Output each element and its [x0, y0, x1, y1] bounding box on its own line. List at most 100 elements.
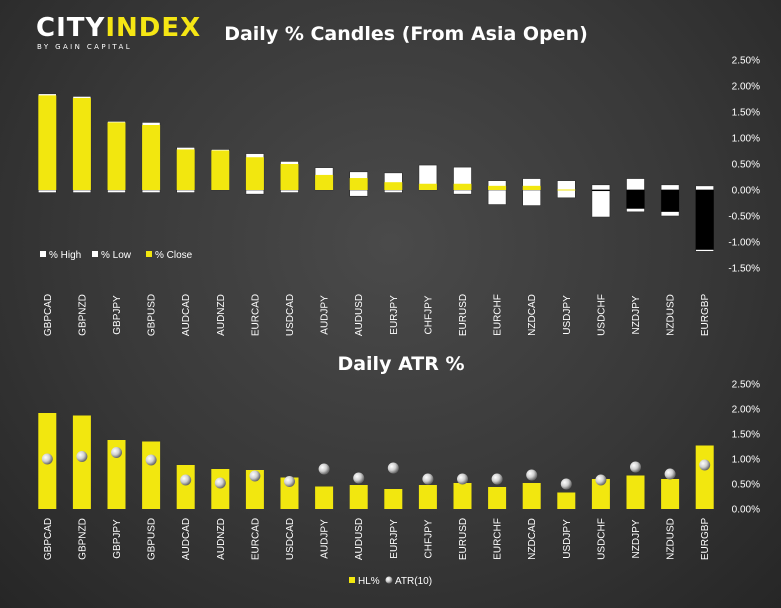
- hl-bar-eurusd: [453, 483, 472, 509]
- high-bar-usdchf: [591, 184, 611, 191]
- atr-x-label-audusd: AUDUSD: [354, 518, 365, 560]
- atr-marker-eurchf: [491, 473, 503, 485]
- hl-bar-gbpnzd: [72, 415, 91, 509]
- atr-marker-gbpusd: [145, 454, 157, 466]
- atr-group-gbpjpy: [107, 440, 126, 509]
- candle-gbpjpy: [107, 121, 126, 193]
- close-bar-gbpnzd: [72, 97, 91, 190]
- close-bar-gbpcad: [38, 95, 57, 190]
- legend-label-low: % Low: [101, 250, 132, 261]
- candle-usdcad: [280, 161, 299, 193]
- atr-marker-audjpy: [318, 463, 330, 475]
- candles-x-label-eurgbp: EURGBP: [700, 294, 711, 337]
- atr-group-eurjpy: [384, 462, 403, 509]
- legend-label-atr: ATR(10): [395, 576, 432, 587]
- atr-x-label-nzdusd: NZDUSD: [666, 518, 677, 560]
- atr-group-gbpnzd: [72, 415, 91, 509]
- atr-legend-item-atr: ATR(10): [385, 576, 432, 587]
- high-bar-nzdusd: [660, 184, 680, 191]
- atr-marker-audnzd: [214, 477, 226, 489]
- legend-label-close: % Close: [155, 250, 193, 261]
- atr-x-label-eurgbp: EURGBP: [700, 518, 711, 561]
- city-index-logo: CITYINDEX BY GAIN CAPITAL: [36, 14, 200, 54]
- hl-bar-eurchf: [488, 487, 507, 509]
- atr-group-eurgbp: [695, 445, 714, 509]
- atr-marker-nzdusd: [664, 468, 676, 480]
- daily-atr-chart: Daily ATR % 2.50% 2.00% 1.50% 1.00% 0.50% 0.0…: [38, 353, 760, 587]
- legend-swatch-close: [146, 251, 152, 257]
- candle-nzdusd: [660, 184, 680, 217]
- candle-nzdjpy: [626, 178, 645, 213]
- candle-gbpcad: [37, 93, 57, 193]
- hl-bar-nzdusd: [661, 479, 680, 509]
- candles-legend: % High % Low % Close: [40, 250, 193, 261]
- candles-y-axis: 2.50% 2.00% 1.50% 1.00% 0.50% 0.00% -0.50% -1.0…: [728, 56, 760, 275]
- atr-x-label-gbpcad: GBPCAD: [43, 518, 54, 560]
- atr-marker-chfjpy: [422, 473, 434, 485]
- close-bar-eurgbp: [695, 190, 714, 250]
- atr-marker-eurcad: [249, 470, 261, 482]
- close-bar-eurcad: [245, 157, 264, 190]
- hl-bar-audjpy: [315, 486, 334, 509]
- candle-audjpy: [314, 167, 334, 191]
- candles-y-tick: -1.00%: [728, 238, 760, 249]
- atr-x-label-eurchf: EURCHF: [493, 518, 504, 560]
- atr-y-tick: 2.00%: [732, 405, 760, 416]
- legend-marker-atr: [385, 576, 393, 584]
- candle-audusd: [349, 171, 369, 197]
- low-bar-eurusd: [453, 189, 472, 195]
- hl-bar-eurcad: [245, 470, 264, 509]
- atr-chart-title: Daily ATR %: [337, 353, 464, 375]
- atr-group-nzdjpy: [626, 461, 645, 509]
- candles-legend-item-close: % Close: [146, 250, 193, 261]
- candles-x-label-nzdusd: NZDUSD: [666, 294, 677, 336]
- candle-eurjpy: [383, 172, 403, 193]
- atr-group-usdchf: [591, 474, 610, 509]
- candles-x-label-chfjpy: CHFJPY: [423, 295, 434, 334]
- atr-marker-gbpcad: [41, 453, 53, 465]
- low-bar-usdjpy: [556, 189, 576, 199]
- close-bar-usdjpy: [557, 189, 576, 191]
- atr-x-axis: GBPCAD GBPNZD GBPJPY GBPUSD AUDCAD AUDNZD EURC…: [43, 518, 711, 561]
- hl-bar-nzdjpy: [626, 475, 645, 509]
- atr-x-label-usdjpy: USDJPY: [562, 519, 573, 559]
- close-bar-gbpjpy: [107, 122, 126, 190]
- atr-marker-eurjpy: [387, 462, 399, 474]
- candles-y-tick: 1.00%: [732, 134, 760, 145]
- candles-x-label-gbpcad: GBPCAD: [43, 294, 54, 336]
- atr-group-nzdcad: [522, 469, 541, 509]
- hl-bar-chfjpy: [418, 485, 437, 509]
- low-bar-eurchf: [487, 189, 507, 205]
- legend-label-hl: HL%: [358, 576, 380, 587]
- candles-x-axis: GBPCAD GBPNZD GBPJPY GBPUSD AUDCAD AUDNZD EURC…: [43, 294, 711, 337]
- hl-bar-audusd: [349, 485, 368, 509]
- atr-plot-area: [38, 413, 714, 509]
- atr-x-label-usdcad: USDCAD: [285, 518, 296, 560]
- atr-marker-nzdjpy: [630, 461, 641, 473]
- candle-chfjpy: [418, 164, 438, 191]
- candles-x-label-audnzd: AUDNZD: [216, 294, 227, 336]
- legend-label-high: % High: [49, 250, 81, 261]
- close-bar-usdchf: [591, 190, 610, 192]
- atr-y-tick: 1.00%: [732, 455, 760, 466]
- hl-bar-nzdcad: [522, 483, 541, 509]
- low-bar-gbpcad: [37, 189, 57, 193]
- candles-plot-area: [37, 93, 715, 252]
- candles-x-label-usdjpy: USDJPY: [562, 295, 573, 335]
- candles-y-tick: -0.50%: [728, 212, 760, 223]
- atr-group-audcad: [176, 465, 195, 509]
- atr-group-gbpusd: [142, 441, 161, 509]
- high-bar-eurgbp: [695, 185, 715, 191]
- hl-bar-eurjpy: [384, 489, 403, 509]
- hl-bar-usdchf: [591, 479, 610, 509]
- hl-bar-gbpusd: [142, 441, 161, 509]
- atr-group-usdjpy: [557, 478, 576, 509]
- atr-marker-audcad: [180, 474, 192, 486]
- atr-group-usdcad: [280, 476, 299, 509]
- hl-bar-eurgbp: [695, 445, 714, 509]
- atr-group-audusd: [349, 472, 368, 509]
- high-bar-usdjpy: [556, 180, 576, 191]
- candle-eurusd: [453, 166, 472, 195]
- candles-x-label-gbpjpy: GBPJPY: [112, 295, 123, 335]
- atr-y-tick: 0.00%: [732, 505, 760, 516]
